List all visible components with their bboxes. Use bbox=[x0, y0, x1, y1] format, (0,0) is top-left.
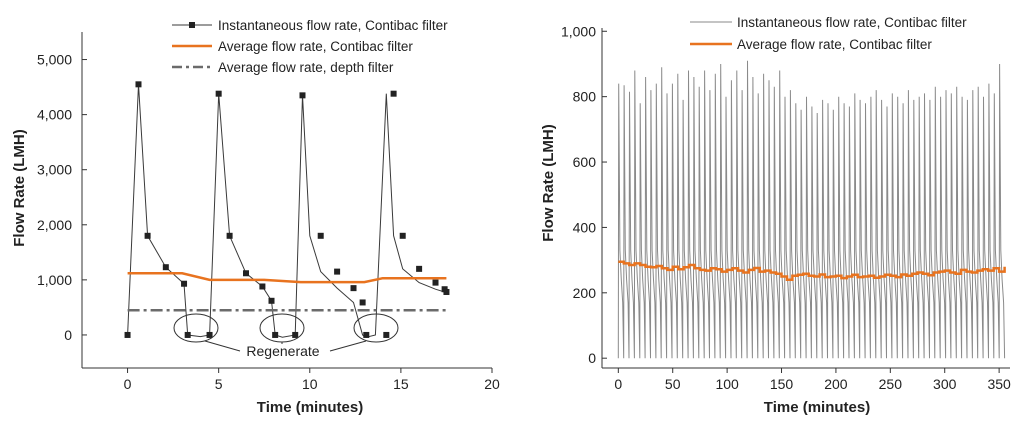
left-y-tick-label: 5,000 bbox=[37, 52, 72, 68]
left-y-ticks: 0 1,000 2,000 3,000 4,000 5,000 bbox=[37, 52, 87, 343]
left-x-tick-label: 20 bbox=[484, 376, 500, 392]
right-y-tick-label: 1,000 bbox=[561, 23, 596, 39]
regenerate-ellipse-2 bbox=[259, 313, 305, 343]
left-series bbox=[127, 84, 447, 338]
left-data-marker bbox=[350, 285, 357, 292]
right-series bbox=[617, 60, 1006, 359]
left-data-marker bbox=[292, 331, 299, 338]
left-x-tick-label: 15 bbox=[393, 376, 409, 392]
left-series-instantaneous-line bbox=[127, 84, 445, 338]
left-data-marker bbox=[162, 264, 169, 271]
chart-left: Flow Rate (LMH) Time (minutes) 0 1,000 2,0… bbox=[11, 18, 500, 416]
left-x-tick-label: 0 bbox=[124, 376, 132, 392]
left-data-marker bbox=[317, 232, 324, 239]
left-x-axis-title: Time (minutes) bbox=[257, 399, 363, 416]
right-x-tick-label: 150 bbox=[770, 376, 794, 392]
left-data-marker bbox=[215, 90, 222, 97]
regenerate-annotation: Regenerate bbox=[173, 313, 399, 359]
left-data-marker bbox=[443, 288, 450, 295]
left-data-marker bbox=[268, 297, 275, 304]
left-y-tick-label: 2,000 bbox=[37, 217, 72, 233]
left-data-marker bbox=[181, 280, 188, 287]
right-y-tick-label: 200 bbox=[573, 285, 597, 301]
right-y-axis-title: Flow Rate (LMH) bbox=[540, 124, 557, 242]
right-series-average-line bbox=[618, 260, 1006, 281]
left-data-marker bbox=[135, 81, 142, 88]
right-x-tick-label: 100 bbox=[715, 376, 739, 392]
left-data-marker bbox=[272, 331, 279, 338]
chart-right: Flow Rate (LMH) Time (minutes) 0 200 400 60… bbox=[540, 15, 1011, 416]
left-legend-label-average: Average flow rate, Contibac filter bbox=[218, 39, 413, 54]
right-x-ticks: 0 50 100 150 200 250 300 350 bbox=[614, 368, 1011, 392]
left-data-marker bbox=[416, 265, 423, 272]
regenerate-ellipse-3 bbox=[353, 313, 399, 343]
left-data-marker bbox=[399, 232, 406, 239]
left-data-marker bbox=[124, 331, 131, 338]
left-data-marker bbox=[334, 268, 341, 275]
right-x-tick-label: 200 bbox=[824, 376, 848, 392]
left-y-axis-title: Flow Rate (LMH) bbox=[11, 129, 28, 247]
left-series-average-contibac-line bbox=[127, 272, 447, 284]
right-y-tick-label: 800 bbox=[573, 89, 597, 105]
left-legend-label-depth: Average flow rate, depth filter bbox=[218, 60, 394, 75]
right-y-ticks: 0 200 400 600 800 1,000 bbox=[561, 23, 607, 366]
left-x-ticks: 0 5 10 15 20 bbox=[124, 368, 500, 392]
left-x-tick-label: 5 bbox=[215, 376, 223, 392]
regenerate-leader-1 bbox=[204, 340, 241, 352]
left-y-tick-label: 1,000 bbox=[37, 272, 72, 288]
left-y-tick-label: 0 bbox=[64, 327, 72, 343]
left-data-marker bbox=[259, 283, 266, 290]
regenerate-ellipse-1 bbox=[173, 313, 219, 343]
right-legend-label-average: Average flow rate, Contibac filter bbox=[737, 37, 932, 52]
right-y-tick-label: 600 bbox=[573, 154, 597, 170]
left-data-marker bbox=[299, 92, 306, 99]
right-legend-label-instantaneous: Instantaneous flow rate, Contibac filter bbox=[737, 15, 967, 30]
regenerate-label: Regenerate bbox=[246, 343, 319, 359]
right-x-axis-title: Time (minutes) bbox=[764, 399, 870, 416]
left-data-marker bbox=[243, 270, 249, 277]
left-legend-label-instantaneous: Instantaneous flow rate, Contibac filter bbox=[218, 18, 448, 33]
left-legend-marker bbox=[189, 22, 195, 28]
right-x-tick-label: 300 bbox=[933, 376, 957, 392]
regenerate-leader-3 bbox=[329, 340, 367, 352]
right-y-tick-label: 0 bbox=[588, 350, 596, 366]
right-y-tick-label: 400 bbox=[573, 219, 597, 235]
left-legend: Instantaneous flow rate, Contibac filter… bbox=[172, 18, 448, 75]
right-x-tick-label: 0 bbox=[614, 376, 622, 392]
left-data-marker bbox=[184, 331, 191, 338]
right-legend: Instantaneous flow rate, Contibac filter… bbox=[690, 15, 967, 52]
left-y-tick-label: 3,000 bbox=[37, 162, 72, 178]
left-data-marker bbox=[390, 90, 397, 97]
left-data-marker bbox=[432, 279, 439, 286]
left-data-marker bbox=[206, 331, 213, 338]
left-data-marker bbox=[226, 232, 233, 239]
left-x-tick-label: 10 bbox=[302, 376, 318, 392]
right-series-instantaneous-line bbox=[617, 60, 1006, 359]
right-x-tick-label: 250 bbox=[879, 376, 903, 392]
right-x-tick-label: 50 bbox=[665, 376, 681, 392]
left-data-marker bbox=[144, 232, 151, 239]
left-y-tick-label: 4,000 bbox=[37, 107, 72, 123]
left-data-marker bbox=[383, 331, 390, 338]
left-data-marker bbox=[363, 331, 370, 338]
left-markers bbox=[124, 81, 450, 338]
left-data-marker bbox=[359, 299, 366, 306]
right-x-tick-label: 350 bbox=[987, 376, 1011, 392]
